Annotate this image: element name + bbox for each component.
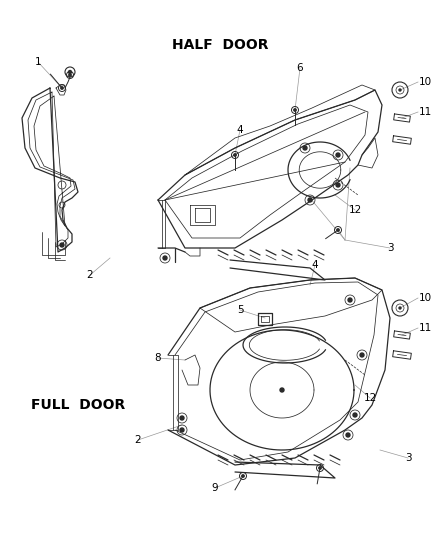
Circle shape <box>336 153 340 157</box>
Circle shape <box>180 428 184 432</box>
Text: 12: 12 <box>348 205 362 215</box>
Text: 10: 10 <box>418 293 431 303</box>
Circle shape <box>319 467 321 469</box>
Circle shape <box>308 198 312 202</box>
Text: 10: 10 <box>418 77 431 87</box>
Text: 2: 2 <box>87 270 93 280</box>
Text: 4: 4 <box>237 125 244 135</box>
Circle shape <box>60 243 64 247</box>
Text: 2: 2 <box>135 435 141 445</box>
Circle shape <box>69 74 71 76</box>
Circle shape <box>234 154 236 156</box>
Text: HALF  DOOR: HALF DOOR <box>172 38 268 52</box>
Circle shape <box>303 146 307 150</box>
Text: 3: 3 <box>405 453 411 463</box>
Circle shape <box>399 89 401 91</box>
Text: 1: 1 <box>35 57 41 67</box>
Circle shape <box>360 353 364 357</box>
Text: 9: 9 <box>212 483 218 493</box>
Text: 12: 12 <box>364 393 377 403</box>
Circle shape <box>163 256 167 260</box>
Text: 5: 5 <box>237 305 244 315</box>
Text: 6: 6 <box>297 63 303 73</box>
Circle shape <box>399 307 401 309</box>
Circle shape <box>61 87 63 89</box>
Text: FULL  DOOR: FULL DOOR <box>31 398 125 412</box>
Circle shape <box>294 109 296 111</box>
Circle shape <box>280 388 284 392</box>
Text: 11: 11 <box>418 107 431 117</box>
Circle shape <box>180 416 184 420</box>
Circle shape <box>68 70 71 74</box>
Circle shape <box>353 413 357 417</box>
Circle shape <box>346 433 350 437</box>
Text: 4: 4 <box>312 260 318 270</box>
Text: 3: 3 <box>387 243 393 253</box>
Circle shape <box>348 298 352 302</box>
Circle shape <box>336 183 340 187</box>
Text: 8: 8 <box>155 353 161 363</box>
Circle shape <box>242 475 244 477</box>
Circle shape <box>337 229 339 231</box>
Text: 11: 11 <box>418 323 431 333</box>
